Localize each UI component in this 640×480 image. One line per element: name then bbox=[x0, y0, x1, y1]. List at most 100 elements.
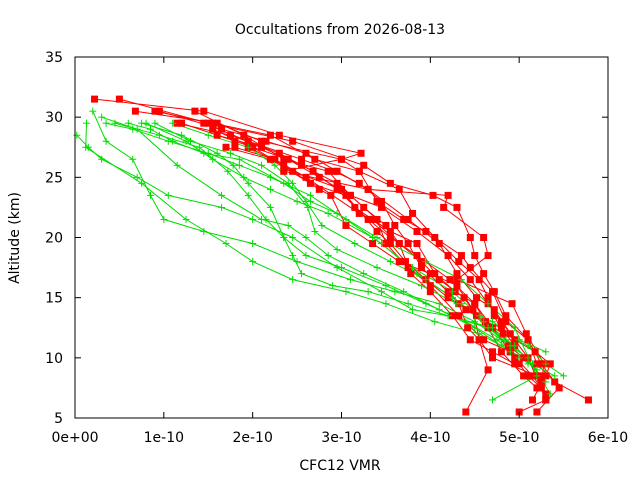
red-point bbox=[584, 396, 592, 404]
green-point bbox=[147, 125, 155, 133]
red-point bbox=[499, 330, 507, 338]
green-point bbox=[351, 240, 359, 248]
green-point bbox=[364, 288, 372, 296]
red-point bbox=[502, 312, 510, 320]
green-point bbox=[515, 336, 523, 344]
green-point bbox=[449, 288, 457, 296]
red-point bbox=[377, 197, 385, 205]
red-point bbox=[275, 131, 283, 139]
green-point bbox=[244, 143, 252, 151]
green-point bbox=[235, 155, 243, 163]
red-point bbox=[391, 221, 399, 229]
red-point bbox=[231, 137, 239, 145]
red-series-line-2 bbox=[135, 110, 560, 413]
red-point bbox=[400, 215, 408, 223]
green-point bbox=[493, 336, 501, 344]
red-point bbox=[453, 276, 461, 284]
red-point bbox=[151, 107, 159, 115]
green-point bbox=[293, 197, 301, 205]
red-point bbox=[364, 185, 372, 193]
red-point bbox=[480, 336, 488, 344]
green-point bbox=[480, 318, 488, 326]
red-point bbox=[464, 324, 472, 332]
red-point bbox=[407, 270, 415, 278]
red-point bbox=[490, 312, 498, 320]
green-point bbox=[258, 161, 266, 169]
green-point bbox=[271, 161, 279, 169]
green-point bbox=[311, 227, 319, 235]
red-point bbox=[244, 137, 252, 145]
red-point bbox=[537, 372, 545, 380]
red-point bbox=[515, 360, 523, 368]
green-point bbox=[249, 240, 257, 248]
green-point bbox=[342, 288, 350, 296]
red-point bbox=[355, 209, 363, 217]
green-point bbox=[218, 191, 226, 199]
green-point bbox=[182, 215, 190, 223]
y-tick-label: 15 bbox=[45, 291, 63, 307]
red-point bbox=[429, 191, 437, 199]
red-point bbox=[537, 384, 545, 392]
green-point bbox=[318, 221, 326, 229]
red-point bbox=[333, 179, 341, 187]
x-tick-label: 0e+00 bbox=[51, 430, 98, 446]
green-point bbox=[489, 396, 497, 404]
red-point bbox=[404, 240, 412, 248]
green-point bbox=[542, 360, 550, 368]
green-point bbox=[533, 372, 541, 380]
y-axis-title: Altitude (km) bbox=[7, 192, 23, 284]
red-point bbox=[511, 354, 519, 362]
green-series-line-5 bbox=[128, 122, 538, 401]
red-point bbox=[542, 390, 550, 398]
red-point bbox=[386, 227, 394, 235]
red-point bbox=[373, 197, 381, 205]
green-point bbox=[306, 191, 314, 199]
red-point bbox=[280, 167, 288, 175]
red-point bbox=[173, 119, 181, 127]
green-point bbox=[409, 264, 417, 272]
green-point bbox=[435, 300, 443, 308]
red-point bbox=[401, 258, 409, 266]
red-point bbox=[422, 227, 430, 235]
green-point bbox=[515, 354, 523, 362]
red-point bbox=[522, 330, 530, 338]
red-point bbox=[342, 221, 350, 229]
green-point bbox=[226, 149, 234, 157]
red-point bbox=[524, 336, 532, 344]
green-point bbox=[422, 300, 430, 308]
green-point bbox=[475, 312, 483, 320]
red-point bbox=[542, 396, 550, 404]
red-point bbox=[531, 348, 539, 356]
red-point bbox=[302, 173, 310, 181]
red-point bbox=[178, 119, 186, 127]
red-point bbox=[364, 215, 372, 223]
red-point bbox=[357, 149, 365, 157]
green-point bbox=[502, 336, 510, 344]
red-point bbox=[275, 149, 283, 157]
red-point bbox=[426, 270, 434, 278]
x-axis-ticks: 0e+00 1e-10 2e-10 3e-10 4e-10 5e-10 6e-10 bbox=[51, 57, 628, 446]
green-point bbox=[324, 209, 332, 217]
green-point bbox=[186, 137, 194, 145]
green-point bbox=[164, 191, 172, 199]
red-point bbox=[315, 173, 323, 181]
red-point bbox=[373, 215, 381, 223]
y-tick-label: 5 bbox=[54, 411, 63, 427]
red-point bbox=[311, 155, 319, 163]
green-point bbox=[422, 276, 430, 284]
green-point bbox=[240, 173, 248, 181]
red-point bbox=[298, 155, 306, 163]
red-point bbox=[484, 294, 492, 302]
green-point bbox=[73, 131, 81, 139]
green-point bbox=[147, 191, 155, 199]
red-point bbox=[466, 234, 474, 241]
red-point bbox=[373, 227, 381, 235]
red-point bbox=[490, 306, 498, 314]
red-point bbox=[453, 203, 461, 211]
green-point bbox=[244, 191, 252, 199]
green-point bbox=[138, 179, 146, 187]
red-point bbox=[511, 360, 519, 368]
red-point bbox=[386, 179, 394, 187]
red-point bbox=[382, 240, 390, 248]
green-point bbox=[213, 149, 221, 157]
